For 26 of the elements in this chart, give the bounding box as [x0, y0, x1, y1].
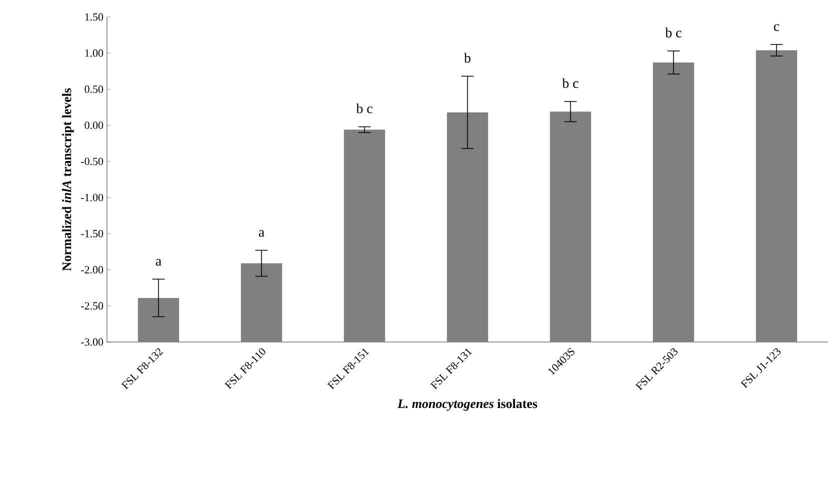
bar — [652, 62, 694, 342]
bar — [756, 50, 798, 342]
y-axis-title: Normalized inlA transcript levels — [62, 88, 74, 271]
y-tick-label: -2.50 — [81, 302, 104, 310]
bar — [550, 112, 592, 342]
y-tick-label: -2.00 — [81, 266, 104, 274]
bar — [344, 130, 386, 342]
y-tick-label: -0.50 — [81, 158, 104, 166]
y-tick-label: -3.00 — [81, 338, 104, 346]
annotation: a — [258, 230, 264, 237]
annotation: b — [464, 52, 470, 63]
annotation: b c — [356, 103, 372, 114]
y-tick-label: 1.00 — [85, 49, 104, 57]
y-tick-label: 0.50 — [84, 86, 104, 93]
y-tick-label: -1.50 — [81, 230, 104, 238]
y-tick-label: 0.00 — [84, 122, 104, 130]
y-tick-label: -1.00 — [81, 194, 104, 202]
bar — [138, 298, 180, 342]
annotation: b c — [562, 78, 578, 88]
y-tick-label: 1.50 — [85, 13, 104, 21]
annotation: a — [156, 259, 162, 266]
annotation: c — [774, 24, 780, 31]
bar — [446, 112, 488, 342]
x-axis-title: L. monocytogenes isolates — [397, 398, 538, 411]
annotation: b c — [665, 28, 682, 38]
bar — [240, 263, 282, 342]
